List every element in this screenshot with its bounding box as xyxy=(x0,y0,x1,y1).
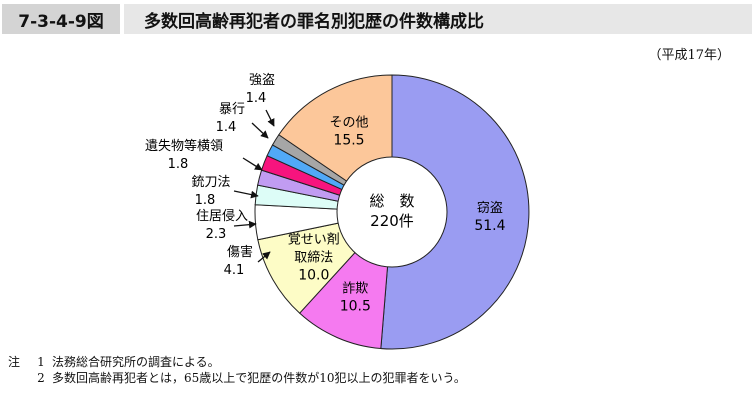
callout-arrow xyxy=(242,157,263,171)
slice-value-label: 10.5 xyxy=(340,298,371,314)
slice-value-label: 1.4 xyxy=(216,120,237,135)
note-number: 2 xyxy=(37,371,45,385)
slice-name-label: 詐欺 xyxy=(342,280,368,296)
note-row-2: 2 多数回高齢再犯者とは，65歳以上で犯歴の件数が10犯以上の犯罪者をいう。 xyxy=(8,370,466,386)
slice-value-label: 1.8 xyxy=(195,193,216,208)
callout-arrow xyxy=(265,109,275,127)
note-number: 1 xyxy=(37,355,45,369)
note-text: 多数回高齢再犯者とは，65歳以上で犯歴の件数が10犯以上の犯罪者をいう。 xyxy=(52,371,466,385)
center-total-value: 220件 xyxy=(370,212,414,230)
chart-labels: 窃盗51.4詐欺10.5覚せい剤取締法10.0傷害4.1住居侵入2.3銃刀法1.… xyxy=(145,72,506,314)
slice-value-label: 4.1 xyxy=(224,263,245,278)
slice-name-label: 強盗 xyxy=(249,72,275,88)
slice-value-label: 51.4 xyxy=(474,218,505,234)
slice-value-label: 10.0 xyxy=(298,268,329,284)
slice-name-label: 覚せい剤 xyxy=(288,232,340,248)
notes-head: 注 xyxy=(8,355,21,369)
slice-name-label: 銃刀法 xyxy=(191,175,230,190)
callout-arrow xyxy=(233,220,257,229)
period-note: （平成17年） xyxy=(648,48,730,63)
donut-hole xyxy=(336,156,448,268)
center-total-label: 総 数 xyxy=(369,192,414,210)
slice-value-label: 1.8 xyxy=(168,157,189,172)
slice-value-label: 2.3 xyxy=(206,227,227,242)
slice-name-label: 窃盗 xyxy=(477,200,503,216)
slice-name-label: 取締法 xyxy=(294,250,333,266)
figure-title: 多数回高齢再犯者の罪名別犯歴の件数構成比 xyxy=(124,4,752,34)
note-row-1: 注 1 法務総合研究所の調査による。 xyxy=(8,354,466,370)
figure-header: 7-3-4-9図 多数回高齢再犯者の罪名別犯歴の件数構成比 xyxy=(0,0,754,36)
slice-name-label: その他 xyxy=(329,116,368,131)
slice-name-label: 遺失物等横領 xyxy=(145,138,223,154)
chart-callouts xyxy=(233,109,275,263)
callout-arrow xyxy=(251,122,269,139)
donut-chart: 窃盗51.4詐欺10.5覚せい剤取締法10.0傷害4.1住居侵入2.3銃刀法1.… xyxy=(145,72,530,350)
pie-slice xyxy=(380,74,530,350)
callout-arrow xyxy=(233,190,259,199)
figure-notes: 注 1 法務総合研究所の調査による。 2 多数回高齢再犯者とは，65歳以上で犯歴… xyxy=(8,354,466,386)
callout-arrow xyxy=(257,251,271,263)
slice-value-label: 1.4 xyxy=(246,91,267,106)
figure-number: 7-3-4-9図 xyxy=(2,4,120,34)
note-text: 法務総合研究所の調査による。 xyxy=(52,355,220,369)
slice-name-label: 住居侵入 xyxy=(196,208,248,224)
slice-value-label: 15.5 xyxy=(333,133,364,149)
slice-name-label: 暴行 xyxy=(219,102,245,117)
slice-name-label: 傷害 xyxy=(227,244,253,260)
